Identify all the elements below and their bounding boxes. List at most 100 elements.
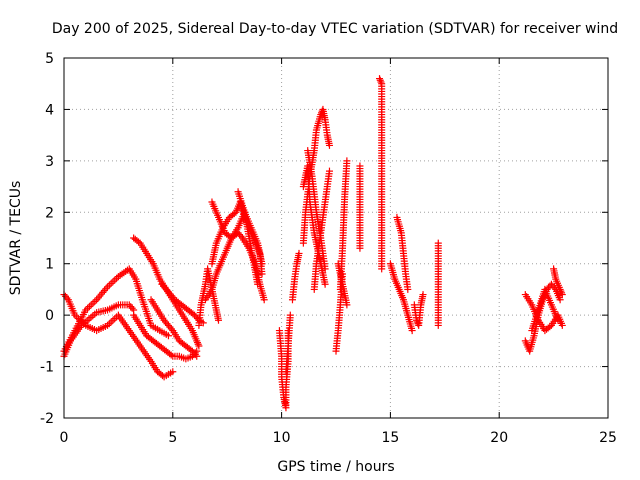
y-tick-label: 0 (45, 308, 54, 324)
data-point (343, 301, 351, 309)
series-arc-3 (60, 301, 138, 360)
data-point (91, 297, 99, 305)
x-axis-label: GPS time / hours (277, 459, 394, 475)
x-tick-label: 25 (599, 430, 617, 446)
series-arc-8 (195, 265, 222, 329)
data-point (237, 232, 245, 240)
data-point (226, 233, 234, 241)
y-tick-label: 4 (45, 102, 54, 118)
data-point (107, 318, 115, 326)
data-point (195, 342, 203, 350)
data-point (99, 288, 107, 296)
y-tick-label: -1 (40, 360, 54, 376)
data-point (100, 287, 108, 295)
series-arc-28 (434, 239, 442, 329)
y-tick-label: -2 (40, 411, 54, 427)
x-tick-label: 15 (381, 430, 399, 446)
data-point (258, 260, 266, 268)
data-point (325, 167, 333, 175)
y-tick-label: 3 (45, 154, 54, 170)
plot-frame (63, 57, 609, 419)
data-point (557, 287, 565, 295)
series-arc-20 (332, 270, 347, 355)
data-point (63, 294, 71, 302)
data-point (404, 285, 412, 293)
data-point (109, 278, 117, 286)
data-point (554, 316, 562, 324)
data-point (321, 265, 329, 273)
data-point (135, 238, 143, 246)
y-tick-label: 5 (45, 51, 54, 67)
data-point (321, 280, 329, 288)
x-tick-label: 5 (168, 430, 177, 446)
data-point (102, 285, 110, 293)
series-arc-27 (410, 291, 427, 329)
data-point (260, 296, 268, 304)
data-point (105, 281, 113, 289)
series-arc-15 (288, 249, 303, 304)
data-point (558, 291, 566, 299)
data-point (558, 289, 566, 297)
data-points (60, 75, 566, 412)
data-point (167, 351, 175, 359)
data-point (97, 290, 105, 298)
data-point (434, 321, 442, 329)
data-point (169, 368, 177, 376)
data-point (556, 285, 564, 293)
data-point (104, 283, 112, 291)
data-point (93, 296, 101, 304)
data-point (377, 78, 385, 86)
data-point (107, 279, 115, 287)
data-point (85, 303, 93, 311)
data-point (193, 352, 201, 360)
series-arc-12 (234, 188, 262, 288)
x-tick-label: 10 (273, 430, 291, 446)
series-arc-23 (356, 162, 364, 252)
data-point (111, 315, 119, 323)
data-point (546, 323, 554, 331)
data-point (111, 276, 119, 284)
data-point (419, 291, 427, 299)
data-point (214, 316, 222, 324)
data-point (378, 265, 386, 273)
series-arc-26 (386, 260, 416, 335)
series-arc-14 (282, 311, 294, 376)
grid-lines (64, 58, 608, 418)
y-tick-label: 1 (45, 257, 54, 273)
data-point (376, 76, 384, 84)
data-point (164, 332, 172, 340)
data-point (376, 75, 384, 83)
axis-ticks: 0 5 10 15 20 25 -2 -1 0 1 2 3 4 5 (40, 51, 617, 446)
series-arc-22 (334, 260, 351, 309)
data-point (96, 292, 104, 300)
data-point (193, 337, 201, 345)
series-arc-31 (528, 285, 562, 335)
data-point (414, 320, 422, 328)
series-arc-32 (550, 265, 566, 299)
x-tick-label: 0 (60, 430, 69, 446)
y-tick-label: 2 (45, 205, 54, 221)
data-point (356, 162, 364, 170)
data-point (89, 299, 97, 307)
data-point (556, 296, 564, 304)
data-point (558, 321, 566, 329)
data-point (325, 141, 333, 149)
data-point (167, 325, 175, 333)
data-point (295, 249, 303, 257)
series-arc-6 (147, 296, 201, 360)
series-arc-24 (376, 75, 386, 273)
y-axis-label: SDTVAR / TECUs (8, 181, 24, 296)
data-point (191, 351, 199, 359)
data-point (286, 311, 294, 319)
data-point (193, 339, 201, 347)
data-point (258, 270, 266, 278)
series-arc-4 (130, 311, 201, 363)
x-tick-label: 20 (490, 430, 508, 446)
data-point (128, 304, 136, 312)
data-point (343, 157, 351, 165)
data-point (408, 327, 416, 335)
series-arc-19 (310, 167, 333, 293)
series-arc-25 (393, 213, 412, 293)
chart-title: Day 200 of 2025, Sidereal Day-to-day VTE… (52, 21, 618, 37)
